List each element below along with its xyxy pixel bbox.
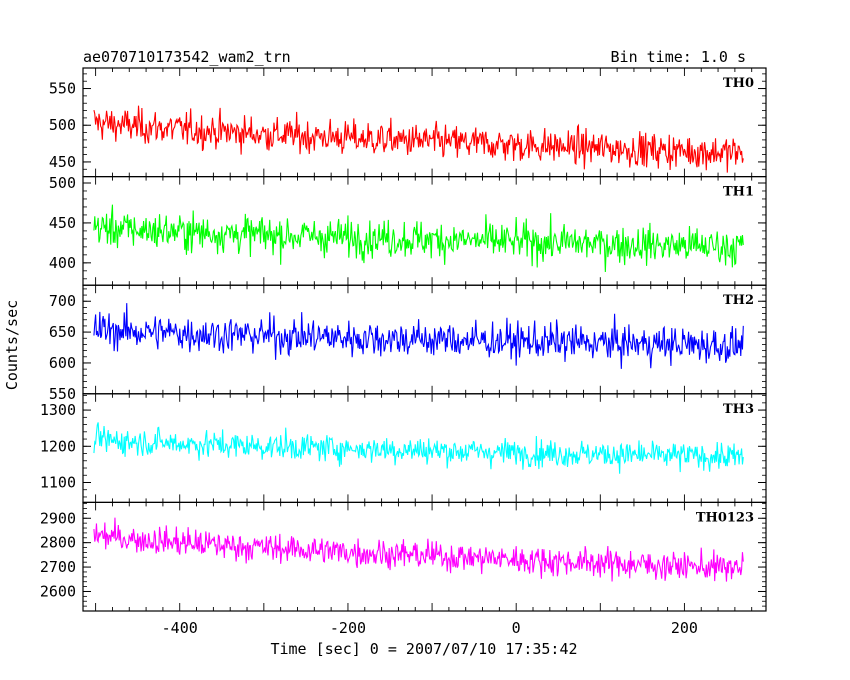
panel-frame [82,501,767,612]
x-axis-label: Time [sec] 0 = 2007/07/10 17:35:42 [270,640,577,658]
y-tick-label: 450 [49,214,76,232]
y-axis-label: Counts/sec [3,300,21,390]
panel-label: TH0 [723,76,754,91]
panel-label: TH1 [723,185,754,200]
y-tick-label: 550 [49,385,76,403]
x-tick-label: 0 [512,619,521,637]
panel-th3: 1100 1200 1300 TH3 [40,393,767,503]
panel-th1: 400 450 500 TH1 [49,174,767,286]
y-tick-label: 550 [49,80,76,98]
panel-label: TH2 [723,293,754,308]
panel-label: TH3 [723,402,754,417]
panel-frame [82,67,767,178]
y-tick-label: 450 [49,153,76,171]
x-tick-label: 200 [671,619,698,637]
panel-label: TH0123 [696,510,754,525]
y-tick-label: 2700 [40,558,76,576]
series-line-th0 [93,105,744,173]
y-tick-label: 500 [49,174,76,192]
y-tick-label: 1100 [40,473,76,491]
series-line-th3 [93,422,744,474]
y-tick-label: 1300 [40,401,76,419]
panel-th0: 450 500 550 TH0 [49,67,767,178]
panel-stack: 450 500 550 TH0 400 450 500 TH1 550 600 650 700 TH2 1… [40,67,767,612]
y-tick-label: 500 [49,116,76,134]
y-tick-label: 700 [49,292,76,310]
series-line-th2 [93,303,744,369]
series-line-th1 [93,204,744,272]
panel-th2: 550 600 650 700 TH2 [49,284,767,403]
x-tick-label: -200 [330,619,366,637]
panel-frame [82,176,767,286]
y-tick-label: 2600 [40,582,76,600]
y-tick-label: 2800 [40,534,76,552]
x-tick-label: -400 [162,619,198,637]
y-tick-label: 2900 [40,509,76,527]
x-axis: -400 -200 0 200 [162,619,698,637]
panel-th0123: 2600 2700 2800 2900 TH0123 [40,501,767,612]
y-tick-label: 650 [49,323,76,341]
y-tick-label: 1200 [40,437,76,455]
bin-time-label: Bin time: 1.0 s [611,48,746,66]
series-line-th0123 [93,517,744,582]
y-tick-label: 600 [49,354,76,372]
y-tick-label: 400 [49,254,76,272]
chart-title: ae070710173542_wam2_trn [83,48,291,66]
